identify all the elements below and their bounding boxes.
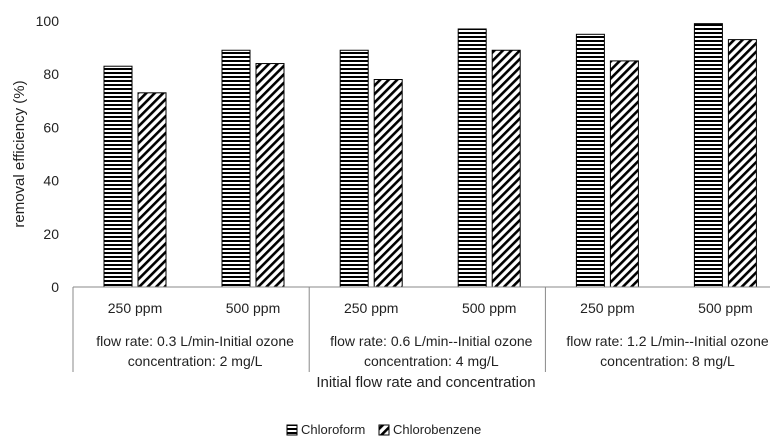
bar-chloroform-3 <box>339 49 369 288</box>
y-tick-label: 20 <box>43 226 59 242</box>
bar-chloroform-1 <box>103 65 133 288</box>
category-label: 250 ppm <box>344 300 398 316</box>
legend: Chloroform Chlorobenzene <box>286 422 481 437</box>
legend-label-chloroform: Chloroform <box>301 422 365 437</box>
group-label: flow rate: 0.3 L/min-Initial ozone concen… <box>96 333 294 369</box>
group-labels: flow rate: 0.3 L/min-Initial ozone concen… <box>96 333 769 369</box>
bars <box>103 23 757 288</box>
group-separators <box>72 287 546 372</box>
bar-chloroform-4 <box>457 28 487 288</box>
bar-chlorobenzene-3 <box>373 79 403 288</box>
y-tick-label: 100 <box>36 13 60 29</box>
y-axis-ticks: 0 20 40 60 80 100 <box>36 13 60 295</box>
bar-chloroform-5 <box>575 33 605 288</box>
y-tick-label: 0 <box>51 279 59 295</box>
legend-swatch-chlorobenzene <box>378 424 390 436</box>
category-labels: 250 ppm 500 ppm 250 ppm 500 ppm 250 ppm 500 p… <box>108 300 753 316</box>
x-axis-title: Initial flow rate and concentration <box>316 374 535 391</box>
bar-chlorobenzene-1 <box>137 92 167 288</box>
category-label: 500 ppm <box>698 300 752 316</box>
bar-chlorobenzene-6 <box>727 39 757 288</box>
category-label: 500 ppm <box>462 300 516 316</box>
y-tick-label: 60 <box>43 119 59 135</box>
group-label: flow rate: 1.2 L/min--Initial ozone conce… <box>566 333 769 369</box>
bar-chlorobenzene-5 <box>609 60 639 288</box>
bar-chlorobenzene-4 <box>491 49 521 288</box>
category-label: 250 ppm <box>108 300 162 316</box>
category-label: 250 ppm <box>580 300 634 316</box>
bar-chloroform-2 <box>221 49 251 288</box>
bar-chlorobenzene-2 <box>255 63 285 288</box>
category-label: 500 ppm <box>226 300 280 316</box>
group-label: flow rate: 0.6 L/min--Initial ozone conce… <box>330 333 533 369</box>
y-axis-title: removal efficiency (%) <box>11 80 28 227</box>
y-tick-label: 40 <box>43 173 59 189</box>
y-tick-label: 80 <box>43 66 59 82</box>
legend-swatch-chloroform <box>286 424 298 436</box>
legend-label-chlorobenzene: Chlorobenzene <box>393 422 481 437</box>
bar-chloroform-6 <box>693 23 723 288</box>
